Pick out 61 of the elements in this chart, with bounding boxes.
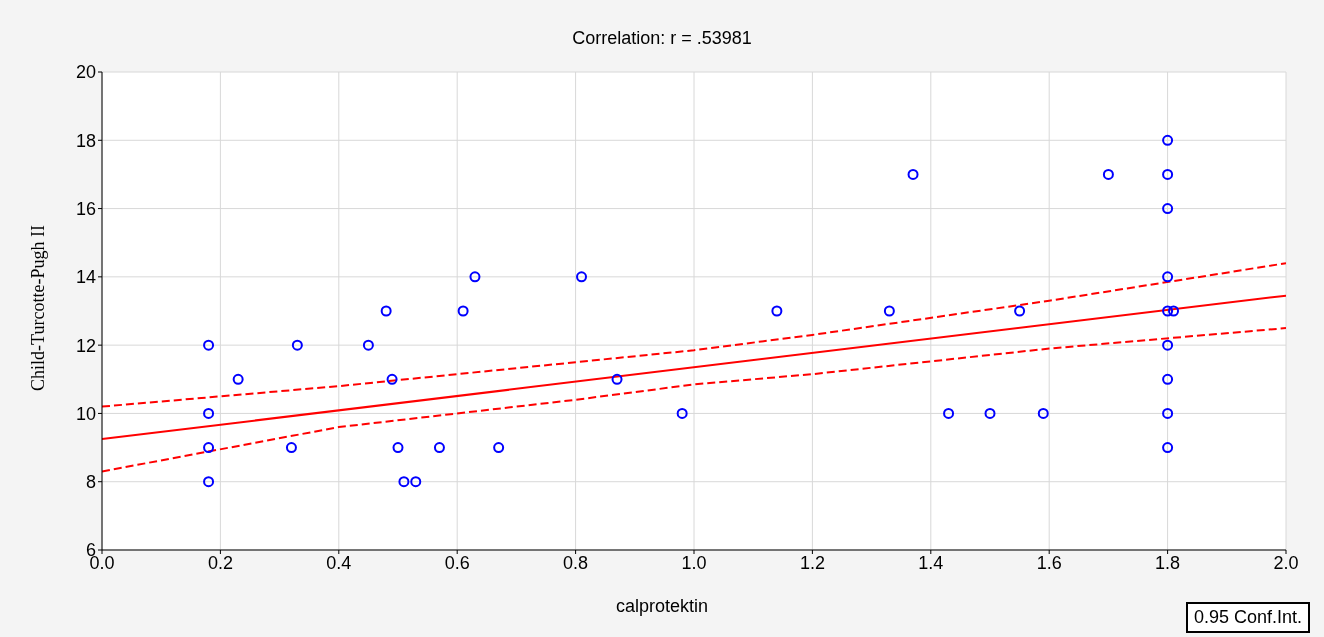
point [1102, 168, 1114, 180]
point [285, 442, 297, 454]
y-tick-label: 20 [75, 62, 96, 83]
point [1037, 407, 1049, 419]
point [362, 339, 374, 351]
point [907, 168, 919, 180]
point [392, 442, 404, 454]
x-tick-label: 1.4 [918, 552, 944, 573]
point [1162, 271, 1174, 283]
y-tick-label: 16 [75, 198, 96, 219]
line-series [102, 327, 1286, 473]
point [1014, 305, 1026, 317]
point [1162, 442, 1174, 454]
y-tick-label: 14 [75, 267, 96, 288]
point [203, 339, 215, 351]
point [203, 407, 215, 419]
x-tick-label: 0.4 [326, 552, 352, 573]
x-axis-title: calprotektin [615, 596, 709, 616]
point [1162, 168, 1174, 180]
x-tick-label: 1.0 [681, 552, 707, 573]
point [203, 476, 215, 488]
point [676, 407, 688, 419]
point [1162, 134, 1174, 146]
text: 0.95 Conf.Int. [1185, 602, 1310, 633]
point [493, 442, 505, 454]
x-tick-label: 1.2 [799, 552, 825, 573]
point [469, 271, 481, 283]
point [386, 373, 398, 385]
point [1162, 305, 1174, 317]
y-tick-label: 10 [75, 403, 96, 424]
point [1162, 407, 1174, 419]
point [433, 442, 445, 454]
x-tick-label: 0.2 [207, 552, 233, 573]
point [1168, 305, 1180, 317]
point [984, 407, 996, 419]
point [380, 305, 392, 317]
point [771, 305, 783, 317]
line-series [102, 262, 1286, 408]
point [1162, 203, 1174, 215]
point [398, 476, 410, 488]
x-tick-label: 1.8 [1155, 552, 1181, 573]
point [232, 373, 244, 385]
y-tick-label: 12 [75, 335, 96, 356]
point [1162, 339, 1174, 351]
chart-title: Correlation: r = .53981 [571, 28, 753, 49]
point [410, 476, 422, 488]
point [1162, 373, 1174, 385]
x-tick-label: 2.0 [1273, 552, 1299, 573]
x-tick-label: 0.8 [563, 552, 589, 573]
point [883, 305, 895, 317]
point [457, 305, 469, 317]
y-tick-label: 18 [75, 130, 96, 151]
point [943, 407, 955, 419]
y-tick-label: 8 [85, 472, 96, 493]
point [576, 271, 588, 283]
point [203, 442, 215, 454]
x-tick-label: 0.6 [444, 552, 470, 573]
x-tick-label: 1.6 [1036, 552, 1062, 573]
point [611, 373, 623, 385]
point [291, 339, 303, 351]
y-axis-title: Child-Turcotte-Pugh II [27, 225, 49, 391]
